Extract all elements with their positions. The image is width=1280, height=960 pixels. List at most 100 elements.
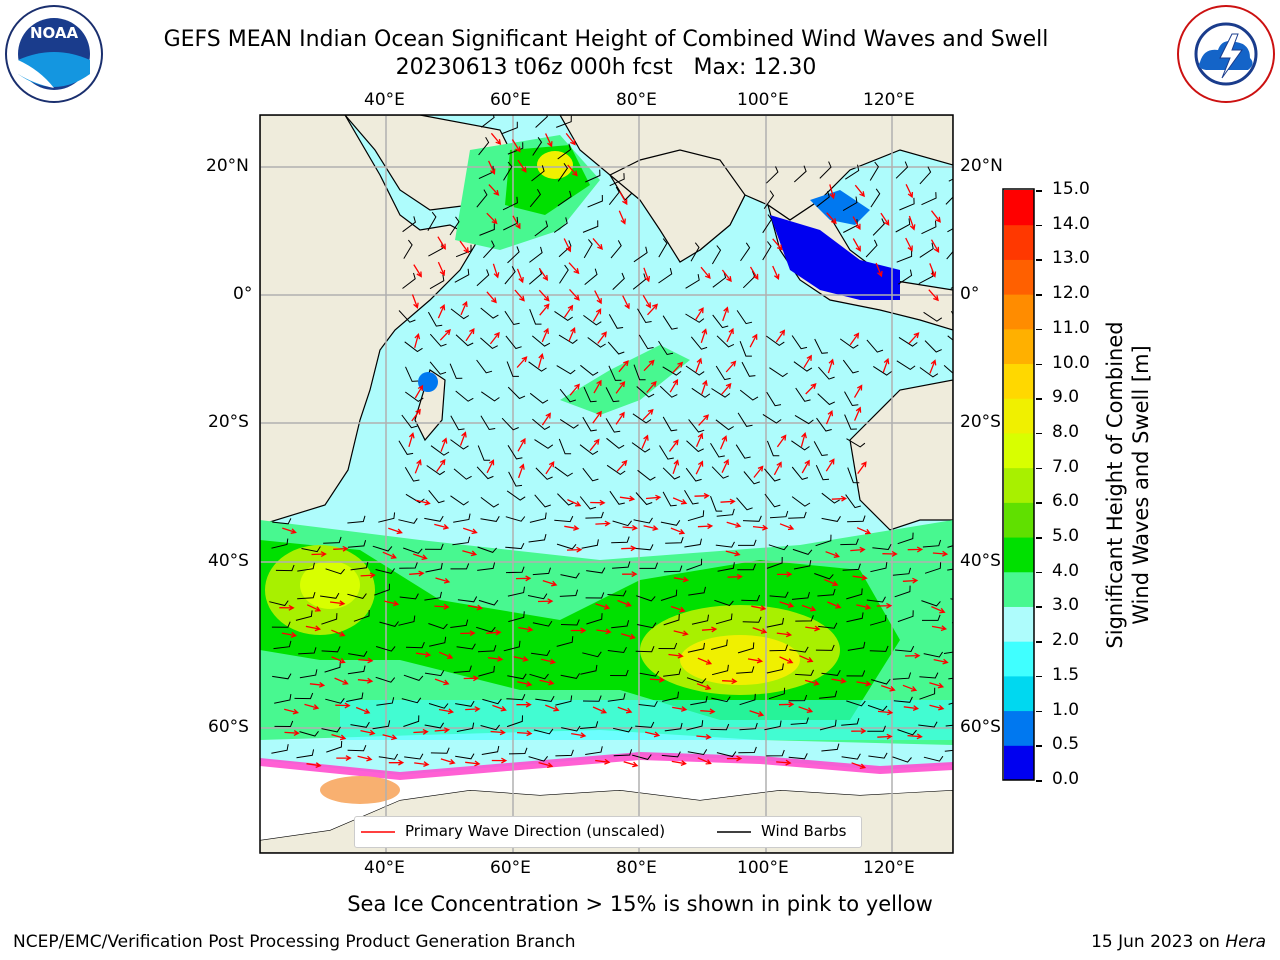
lat-tick-left-60s: 60°S bbox=[208, 717, 249, 737]
wind-barb bbox=[405, 391, 424, 403]
wind-barb bbox=[379, 621, 399, 627]
wind-barb bbox=[507, 142, 524, 155]
wind-barb bbox=[742, 616, 762, 623]
wave-direction-arrow bbox=[335, 702, 351, 709]
wave-direction-arrow bbox=[537, 352, 545, 368]
wind-barb bbox=[637, 469, 656, 481]
wave-direction-arrow bbox=[720, 498, 736, 505]
wind-barb bbox=[557, 493, 575, 506]
wind-barb bbox=[711, 466, 729, 479]
wind-barb bbox=[923, 311, 943, 322]
wave-direction-arrow bbox=[701, 379, 708, 395]
wind-barb bbox=[582, 416, 597, 432]
wave-direction-arrow bbox=[849, 332, 860, 346]
wave-direction-arrow bbox=[779, 601, 795, 608]
wind-barb bbox=[764, 493, 781, 508]
wind-barb bbox=[480, 724, 500, 731]
lat-tick-right-20n: 20°N bbox=[960, 156, 1003, 176]
lat-tick-right-60s: 60°S bbox=[960, 717, 1001, 737]
wind-barb bbox=[583, 314, 602, 326]
wind-barb bbox=[429, 361, 447, 375]
wind-barb bbox=[271, 538, 289, 549]
lat-tick-right-40s: 40°S bbox=[960, 551, 1001, 571]
wind-barb bbox=[921, 220, 937, 235]
wave-direction-arrow bbox=[617, 706, 633, 714]
wave-direction-arrow bbox=[279, 604, 295, 611]
wind-barb bbox=[897, 729, 917, 736]
colorbar-tick-label: 12.0 bbox=[1052, 283, 1090, 304]
wave-direction-arrow bbox=[282, 527, 297, 534]
wave-direction-arrow bbox=[803, 354, 812, 369]
wave-direction-arrow bbox=[697, 657, 713, 665]
wind-barb bbox=[951, 622, 953, 624]
wind-barb bbox=[586, 567, 606, 574]
wind-barb bbox=[425, 562, 443, 573]
wave-direction-arrow bbox=[929, 682, 945, 689]
wave-direction-arrow bbox=[959, 187, 967, 199]
wave-direction-arrow bbox=[856, 680, 872, 687]
land-australia bbox=[849, 379, 953, 531]
wind-barb bbox=[505, 335, 522, 350]
wave-direction-arrow bbox=[411, 408, 421, 422]
colorbar-segment bbox=[1004, 537, 1034, 573]
wind-barb bbox=[403, 239, 413, 259]
wave-direction-arrow bbox=[465, 706, 481, 713]
wind-barb bbox=[403, 547, 423, 554]
wind-barb bbox=[685, 467, 702, 482]
wave-direction-arrow bbox=[563, 238, 572, 253]
wind-barb bbox=[607, 341, 625, 355]
wave-direction-arrow bbox=[569, 383, 580, 396]
wind-barb bbox=[919, 672, 939, 679]
wave-direction-arrow bbox=[753, 465, 764, 478]
wind-barb bbox=[608, 365, 622, 381]
wave-direction-arrow bbox=[460, 300, 468, 316]
colorbar-tick-label: 6.0 bbox=[1052, 491, 1080, 512]
wave-direction-arrow bbox=[778, 701, 795, 708]
wave-direction-arrow bbox=[415, 499, 431, 506]
wave-direction-arrow bbox=[518, 626, 534, 633]
wind-barb bbox=[947, 335, 953, 341]
wave-direction-arrow bbox=[622, 295, 630, 310]
wave-direction-arrow bbox=[825, 409, 834, 425]
wind-barb bbox=[847, 467, 860, 484]
wave-direction-arrow bbox=[311, 551, 327, 558]
wind-barb bbox=[896, 250, 913, 263]
wave-direction-arrow bbox=[414, 332, 421, 348]
wind-barb bbox=[815, 464, 830, 481]
wind-barb bbox=[686, 558, 703, 571]
wind-barb bbox=[895, 218, 911, 233]
wind-barb bbox=[685, 365, 705, 376]
wind-barb bbox=[480, 337, 498, 349]
wind-barb bbox=[716, 335, 735, 348]
wind-barb bbox=[481, 115, 495, 128]
wind-barb bbox=[555, 695, 573, 706]
wave-direction-arrow bbox=[929, 359, 937, 374]
wind-barb bbox=[609, 490, 625, 505]
wind-barb bbox=[737, 642, 755, 654]
wave-direction-arrow bbox=[517, 463, 525, 479]
wave-direction-arrow bbox=[905, 237, 913, 252]
wind-barb bbox=[871, 678, 891, 685]
title-line-1: GEFS MEAN Indian Ocean Significant Heigh… bbox=[163, 27, 1049, 52]
wind-barb bbox=[814, 573, 834, 580]
colorbar-segment bbox=[1004, 675, 1034, 712]
footer-right: 15 Jun 2023 on Hera bbox=[1091, 932, 1266, 952]
wind-barb bbox=[607, 693, 626, 702]
wind-barb bbox=[455, 753, 475, 760]
wind-barb bbox=[687, 642, 705, 653]
wave-direction-arrow bbox=[440, 758, 456, 765]
sea-ice-patch bbox=[320, 776, 400, 804]
wind-barb bbox=[398, 615, 416, 626]
wind-barb bbox=[873, 365, 892, 376]
wave-direction-arrow bbox=[721, 269, 732, 283]
wind-barb bbox=[633, 517, 653, 524]
wave-direction-arrow bbox=[489, 331, 500, 345]
wind-barb bbox=[450, 563, 470, 570]
wave-direction-arrow bbox=[696, 733, 712, 740]
wind-barb bbox=[295, 610, 313, 621]
wind-barb bbox=[531, 650, 551, 657]
wind-barb bbox=[528, 361, 547, 372]
wind-barb bbox=[847, 515, 866, 523]
wind-barb bbox=[504, 266, 516, 285]
colorbar-tick-label: 1.5 bbox=[1052, 664, 1080, 685]
